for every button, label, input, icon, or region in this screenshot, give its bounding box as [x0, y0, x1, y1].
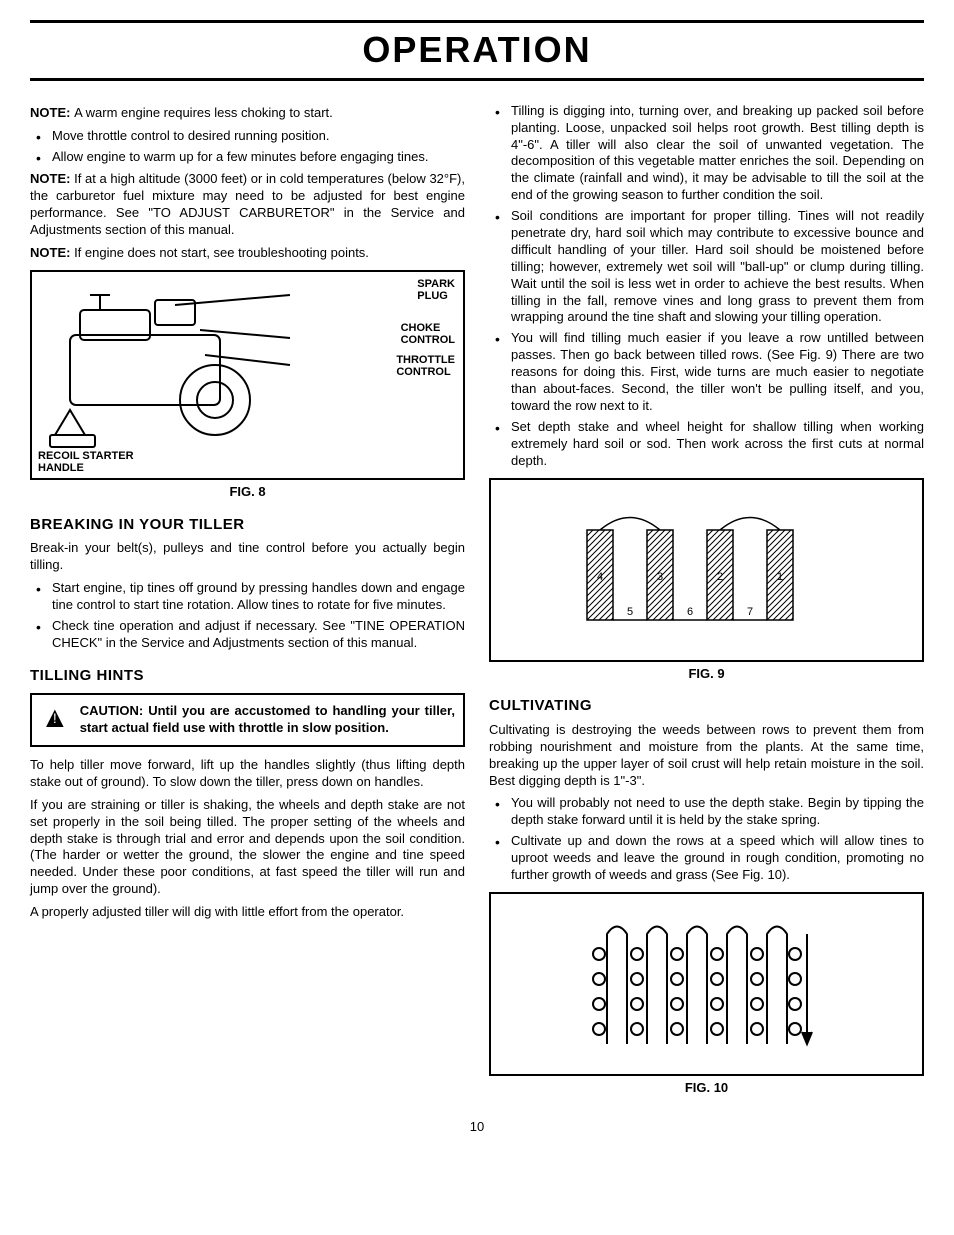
page-number: 10	[30, 1119, 924, 1136]
cultivating-bullets: You will probably not need to use the de…	[489, 795, 924, 883]
right-column: Tilling is digging into, turning over, a…	[489, 99, 924, 1107]
list-item: You will probably not need to use the de…	[489, 795, 924, 829]
note-label: NOTE:	[30, 105, 74, 120]
list-item: Start engine, tip tines off ground by pr…	[30, 580, 465, 614]
fig9-label-4: 4	[596, 571, 602, 583]
cultivating-intro: Cultivating is destroying the weeds betw…	[489, 722, 924, 790]
note-text: If at a high altitude (3000 feet) or in …	[30, 171, 465, 237]
tilling-hints-heading: TILLING HINTS	[30, 666, 465, 686]
fig9-label-5: 5	[626, 606, 632, 618]
breaking-in-heading: BREAKING IN YOUR TILLER	[30, 515, 465, 535]
fig9-label-2: 2	[716, 571, 722, 583]
list-item: Check tine operation and adjust if neces…	[30, 618, 465, 652]
fig9-label-1: 1	[776, 571, 782, 583]
cultivating-rows-diagram-icon	[577, 914, 837, 1054]
throttle-control-label: THROTTLE CONTROL	[396, 354, 455, 378]
cultivating-heading: CULTIVATING	[489, 696, 924, 716]
figure-9: 4 3 2 1 5 6 7	[489, 478, 924, 662]
fig10-caption: FIG. 10	[489, 1080, 924, 1097]
spark-plug-label: SPARK PLUG	[417, 278, 455, 302]
fig9-label-7: 7	[746, 606, 752, 618]
note-3: NOTE: If engine does not start, see trou…	[30, 245, 465, 262]
note-label: NOTE:	[30, 245, 74, 260]
warning-triangle-icon: ▲!	[40, 703, 70, 725]
engine-diagram-icon	[40, 280, 300, 460]
tilling-p1: To help tiller move forward, lift up the…	[30, 757, 465, 791]
choke-control-label: CHOKE CONTROL	[401, 322, 455, 346]
left-column: NOTE: A warm engine requires less chokin…	[30, 99, 465, 1107]
tilling-p2: If you are straining or tiller is shakin…	[30, 797, 465, 898]
caution-box: ▲! CAUTION: Until you are accustomed to …	[30, 693, 465, 747]
list-item: Soil conditions are important for proper…	[489, 208, 924, 326]
breaking-bullets: Start engine, tip tines off ground by pr…	[30, 580, 465, 652]
fig9-label-6: 6	[686, 606, 692, 618]
list-item: Allow engine to warm up for a few minute…	[30, 149, 465, 166]
figure-8: SPARK PLUG CHOKE CONTROL THROTTLE CONTRO…	[30, 270, 465, 480]
list-item: Tilling is digging into, turning over, a…	[489, 103, 924, 204]
right-top-bullets: Tilling is digging into, turning over, a…	[489, 103, 924, 470]
note1-bullets: Move throttle control to desired running…	[30, 128, 465, 166]
tilling-p3: A properly adjusted tiller will dig with…	[30, 904, 465, 921]
recoil-handle-label: RECOIL STARTER HANDLE	[38, 450, 134, 474]
caution-text: CAUTION: Until you are accustomed to han…	[80, 703, 455, 737]
tilling-pattern-diagram-icon: 4 3 2 1 5 6 7	[557, 500, 857, 640]
note-text: If engine does not start, see troublesho…	[74, 245, 369, 260]
fig9-caption: FIG. 9	[489, 666, 924, 683]
list-item: Set depth stake and wheel height for sha…	[489, 419, 924, 470]
note-text: A warm engine requires less choking to s…	[74, 105, 333, 120]
breaking-intro: Break-in your belt(s), pulleys and tine …	[30, 540, 465, 574]
note-label: NOTE:	[30, 171, 74, 186]
fig9-label-3: 3	[656, 571, 662, 583]
two-column-layout: NOTE: A warm engine requires less chokin…	[30, 99, 924, 1107]
list-item: Cultivate up and down the rows at a spee…	[489, 833, 924, 884]
list-item: Move throttle control to desired running…	[30, 128, 465, 145]
note-1: NOTE: A warm engine requires less chokin…	[30, 105, 465, 122]
list-item: You will find tilling much easier if you…	[489, 330, 924, 414]
note-2: NOTE: If at a high altitude (3000 feet) …	[30, 171, 465, 239]
fig8-caption: FIG. 8	[30, 484, 465, 501]
figure-10	[489, 892, 924, 1076]
page-title: OPERATION	[30, 20, 924, 81]
caution-label: CAUTION:	[80, 703, 148, 718]
